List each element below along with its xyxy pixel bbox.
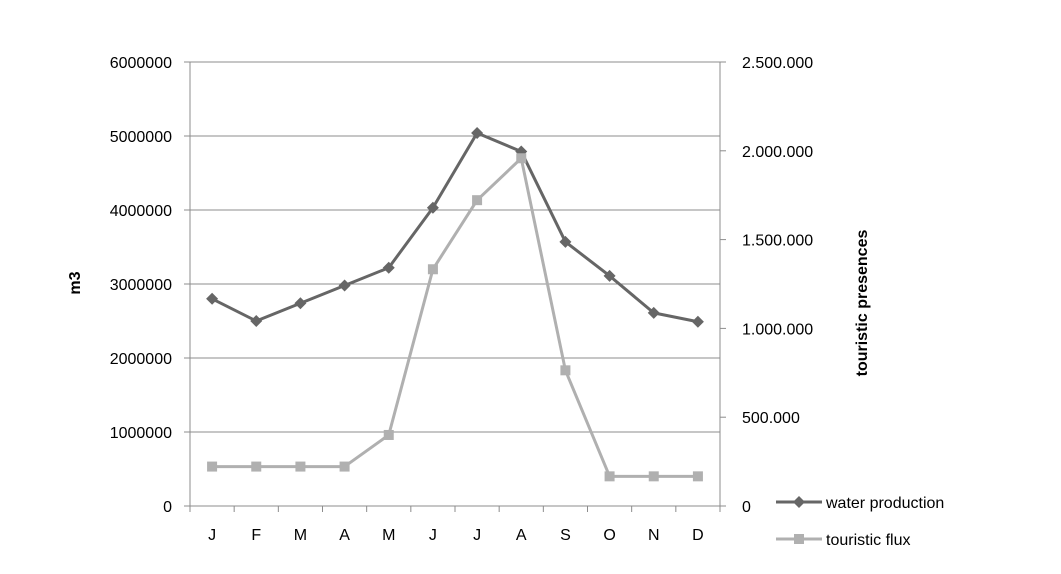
x-tick-label: A: [339, 527, 350, 544]
right-tick-label: 2.500.000: [742, 55, 813, 72]
touristic-flux-point: [560, 365, 571, 376]
right-axis-ticks: 0 500.000 1.000.000 1.500.000 2.000.000 2.500…: [720, 55, 813, 516]
legend-label: water production: [825, 495, 944, 512]
touristic-flux-point: [472, 195, 483, 206]
x-tick-label: O: [603, 527, 615, 544]
legend-entry-water-production: water production: [776, 495, 944, 512]
water-production-point: [250, 315, 263, 327]
x-tick-label: M: [382, 527, 395, 544]
right-tick-label: 1.500.000: [742, 233, 813, 250]
touristic-flux-point: [339, 461, 350, 472]
left-tick-label: 4000000: [110, 203, 172, 220]
legend-swatch-marker: [793, 496, 805, 508]
touristic-flux-point: [383, 429, 394, 440]
touristic-flux-point: [427, 264, 438, 275]
left-axis-title: m3: [67, 271, 84, 294]
water-production-series: [206, 127, 704, 328]
water-production-point: [382, 261, 395, 274]
touristic-flux-point: [604, 471, 615, 482]
x-tick-label: F: [251, 527, 261, 544]
touristic-flux-line: [212, 156, 698, 478]
x-tick-label: J: [473, 527, 481, 544]
touristic-flux-point: [251, 461, 262, 472]
left-tick-label: 0: [163, 499, 172, 516]
x-tick-label: A: [516, 527, 527, 544]
left-tick-label: 5000000: [110, 129, 172, 146]
left-axis-ticks: 0 1000000 2000000 3000000 4000000 5000000 6000…: [110, 55, 190, 516]
x-tick-label: J: [429, 527, 437, 544]
x-tick-label: M: [294, 527, 307, 544]
water-production-point: [691, 315, 704, 328]
touristic-flux-point: [207, 461, 218, 472]
left-tick-label: 3000000: [110, 277, 172, 294]
water-production-point: [647, 306, 660, 319]
touristic-flux-point: [516, 153, 527, 164]
water-production-line: [211, 131, 699, 324]
legend-label: touristic flux: [826, 532, 910, 549]
x-tick-label: D: [692, 527, 704, 544]
water-production-point: [426, 201, 439, 214]
water-production-point: [294, 297, 307, 310]
x-tick-label: J: [208, 527, 216, 544]
water-production-point: [559, 235, 572, 248]
touristic-flux-point: [692, 471, 703, 482]
water-production-point: [603, 269, 616, 282]
right-tick-label: 1.000.000: [742, 321, 813, 338]
touristic-flux-point: [295, 461, 306, 472]
right-tick-label: 500.000: [742, 410, 800, 427]
left-tick-label: 6000000: [110, 55, 172, 72]
right-axis-title: touristic presences: [854, 230, 871, 377]
right-tick-label: 0: [742, 499, 751, 516]
x-tick-label: S: [560, 527, 571, 544]
touristic-flux-series: [207, 153, 703, 482]
left-tick-label: 2000000: [110, 351, 172, 368]
water-production-point: [338, 279, 351, 292]
water-production-point: [471, 127, 484, 140]
legend-entry-touristic-flux: touristic flux: [776, 532, 910, 549]
legend-swatch-marker: [794, 534, 804, 544]
left-tick-label: 1000000: [110, 425, 172, 442]
water-production-point: [206, 292, 219, 305]
legend: water production touristic flux: [776, 495, 944, 549]
x-tick-label: N: [648, 527, 660, 544]
series-group: [206, 127, 704, 482]
touristic-flux-point: [648, 471, 659, 482]
right-tick-label: 2.000.000: [742, 144, 813, 161]
